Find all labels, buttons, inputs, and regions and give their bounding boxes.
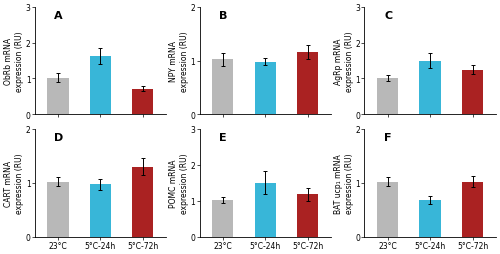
Bar — [212, 200, 234, 237]
Text: D: D — [54, 133, 64, 142]
Bar — [132, 167, 154, 237]
Text: E: E — [219, 133, 227, 142]
Bar — [90, 57, 111, 115]
Bar — [254, 62, 276, 115]
Bar — [132, 89, 154, 115]
Y-axis label: BAT ucp₁ mRNA
expression (RU): BAT ucp₁ mRNA expression (RU) — [334, 153, 354, 213]
Text: F: F — [384, 133, 392, 142]
Y-axis label: AgRp mRNA
expression (RU): AgRp mRNA expression (RU) — [334, 31, 354, 91]
Bar — [48, 78, 68, 115]
Bar — [462, 182, 483, 237]
Bar — [377, 182, 398, 237]
Y-axis label: POMC mRNA
expression (RU): POMC mRNA expression (RU) — [169, 153, 189, 213]
Text: A: A — [54, 11, 63, 21]
Bar — [48, 182, 68, 237]
Text: C: C — [384, 11, 392, 21]
Bar — [90, 185, 111, 237]
Y-axis label: ObRb mRNA
expression (RU): ObRb mRNA expression (RU) — [4, 31, 24, 91]
Bar — [420, 61, 440, 115]
Y-axis label: NPY mRNA
expression (RU): NPY mRNA expression (RU) — [169, 31, 189, 91]
Bar — [420, 200, 440, 237]
Bar — [377, 78, 398, 115]
Bar — [297, 195, 318, 237]
Text: B: B — [219, 11, 228, 21]
Bar — [254, 183, 276, 237]
Bar — [297, 53, 318, 115]
Y-axis label: CART mRNA
expression (RU): CART mRNA expression (RU) — [4, 153, 24, 213]
Bar — [462, 70, 483, 115]
Bar — [212, 60, 234, 115]
